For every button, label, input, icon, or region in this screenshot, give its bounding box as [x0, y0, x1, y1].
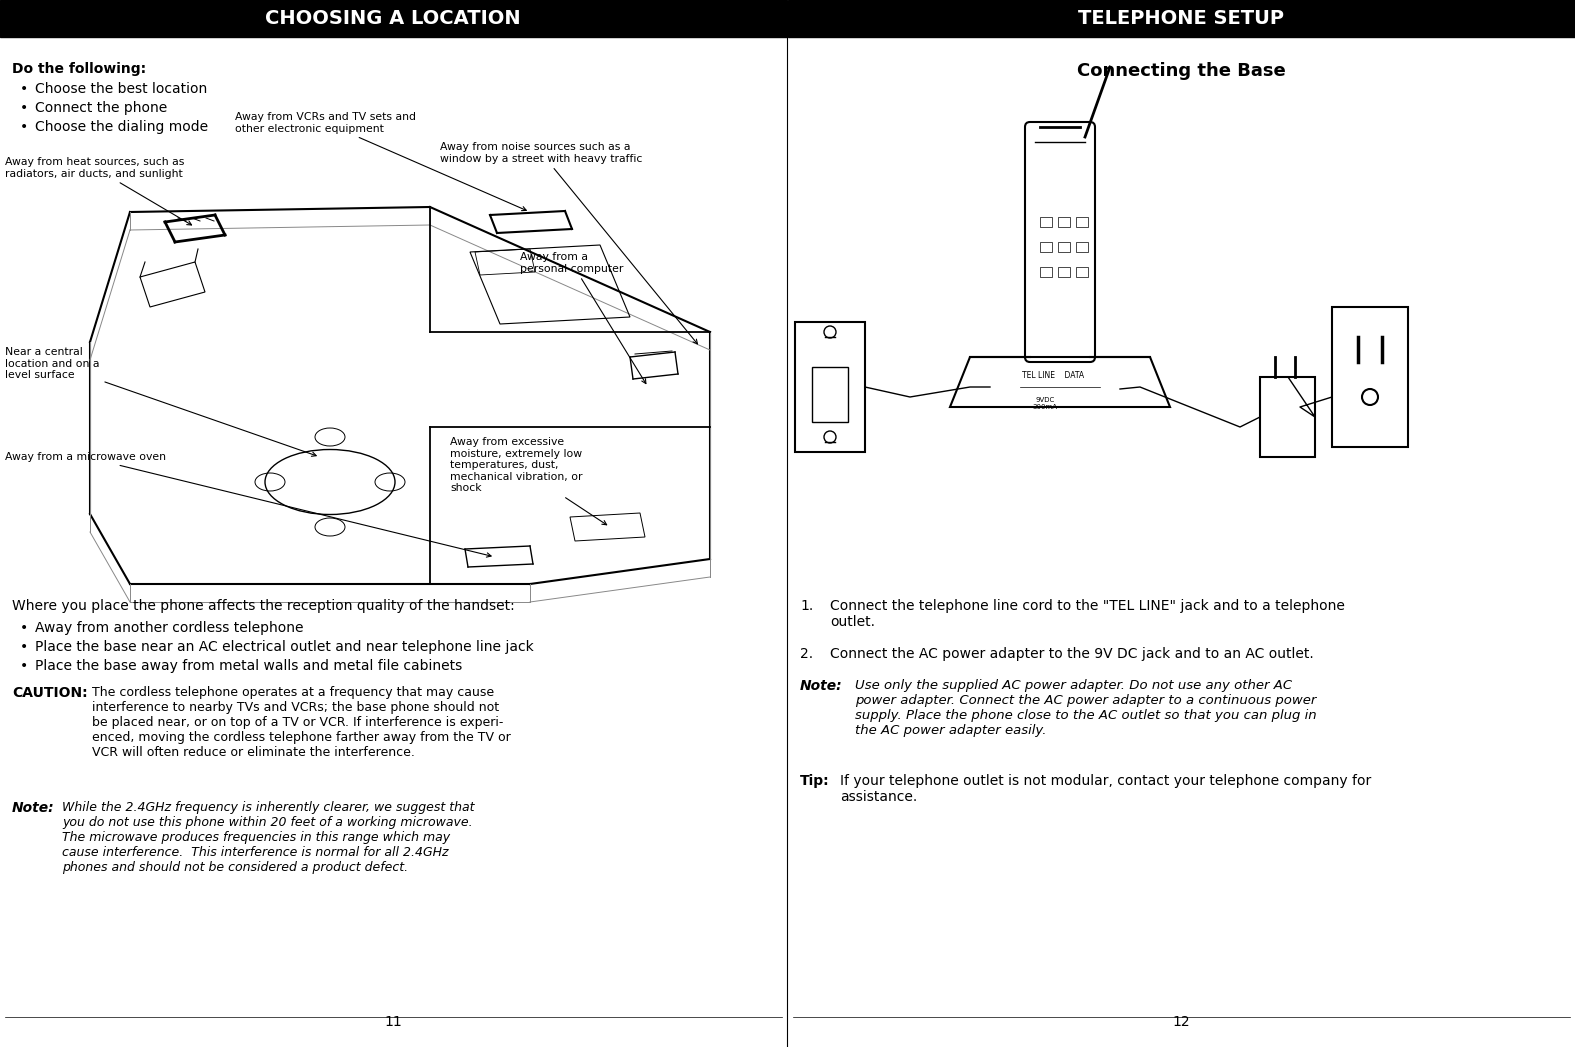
- Bar: [1076, 242, 1088, 252]
- Text: TEL LINE    DATA: TEL LINE DATA: [1022, 371, 1084, 379]
- Text: Connect the AC power adapter to the 9V DC jack and to an AC outlet.: Connect the AC power adapter to the 9V D…: [830, 647, 1314, 661]
- Text: •: •: [20, 82, 28, 96]
- Bar: [1260, 377, 1315, 456]
- Text: •: •: [20, 621, 28, 634]
- Bar: [788, 0, 1575, 37]
- Bar: [1076, 267, 1088, 277]
- Text: Choose the best location: Choose the best location: [35, 82, 208, 96]
- Text: Where you place the phone affects the reception quality of the handset:: Where you place the phone affects the re…: [13, 599, 515, 612]
- Text: •: •: [20, 659, 28, 673]
- Text: Away from a microwave oven: Away from a microwave oven: [5, 452, 491, 557]
- Text: 9VDC
300mA: 9VDC 300mA: [1033, 397, 1057, 410]
- Text: While the 2.4GHz frequency is inherently clearer, we suggest that
you do not use: While the 2.4GHz frequency is inherently…: [61, 801, 474, 874]
- Text: Away from noise sources such as a
window by a street with heavy traffic: Away from noise sources such as a window…: [439, 142, 698, 343]
- Text: TELEPHONE SETUP: TELEPHONE SETUP: [1077, 9, 1284, 28]
- Text: Place the base near an AC electrical outlet and near telephone line jack: Place the base near an AC electrical out…: [35, 640, 534, 654]
- Text: 12: 12: [1172, 1015, 1189, 1029]
- Text: Away from a
personal computer: Away from a personal computer: [520, 252, 646, 383]
- Text: Away from another cordless telephone: Away from another cordless telephone: [35, 621, 304, 634]
- Text: •: •: [20, 640, 28, 654]
- Text: CAUTION:: CAUTION:: [13, 686, 88, 700]
- Text: •: •: [20, 101, 28, 115]
- Bar: [813, 367, 847, 422]
- Text: Note:: Note:: [13, 801, 55, 815]
- Bar: [1058, 242, 1069, 252]
- Text: Use only the supplied AC power adapter. Do not use any other AC
power adapter. C: Use only the supplied AC power adapter. …: [855, 680, 1317, 737]
- Text: Connecting the Base: Connecting the Base: [1077, 62, 1285, 80]
- Bar: [0, 0, 788, 37]
- Text: Note:: Note:: [800, 680, 843, 693]
- Bar: [1076, 217, 1088, 227]
- Text: Away from excessive
moisture, extremely low
temperatures, dust,
mechanical vibra: Away from excessive moisture, extremely …: [450, 437, 606, 525]
- Bar: [1332, 307, 1408, 447]
- Text: If your telephone outlet is not modular, contact your telephone company for
assi: If your telephone outlet is not modular,…: [839, 774, 1372, 804]
- Text: CHOOSING A LOCATION: CHOOSING A LOCATION: [265, 9, 521, 28]
- Text: Connect the phone: Connect the phone: [35, 101, 167, 115]
- Text: The cordless telephone operates at a frequency that may cause
interference to ne: The cordless telephone operates at a fre…: [91, 686, 510, 759]
- Bar: [1040, 217, 1052, 227]
- Bar: [1058, 217, 1069, 227]
- Bar: [795, 322, 865, 452]
- Bar: [1040, 267, 1052, 277]
- Text: 1.: 1.: [800, 599, 813, 612]
- Bar: [1058, 267, 1069, 277]
- Text: Tip:: Tip:: [800, 774, 830, 788]
- Text: Place the base away from metal walls and metal file cabinets: Place the base away from metal walls and…: [35, 659, 461, 673]
- Bar: [1040, 242, 1052, 252]
- Text: Away from VCRs and TV sets and
other electronic equipment: Away from VCRs and TV sets and other ele…: [235, 112, 526, 210]
- Text: Near a central
location and on a
level surface: Near a central location and on a level s…: [5, 347, 317, 456]
- Text: 2.: 2.: [800, 647, 813, 661]
- Text: 11: 11: [384, 1015, 402, 1029]
- Text: Do the following:: Do the following:: [13, 62, 146, 76]
- Text: •: •: [20, 120, 28, 134]
- Text: Connect the telephone line cord to the "TEL LINE" jack and to a telephone
outlet: Connect the telephone line cord to the "…: [830, 599, 1345, 629]
- Text: Choose the dialing mode: Choose the dialing mode: [35, 120, 208, 134]
- Text: Away from heat sources, such as
radiators, air ducts, and sunlight: Away from heat sources, such as radiator…: [5, 157, 192, 225]
